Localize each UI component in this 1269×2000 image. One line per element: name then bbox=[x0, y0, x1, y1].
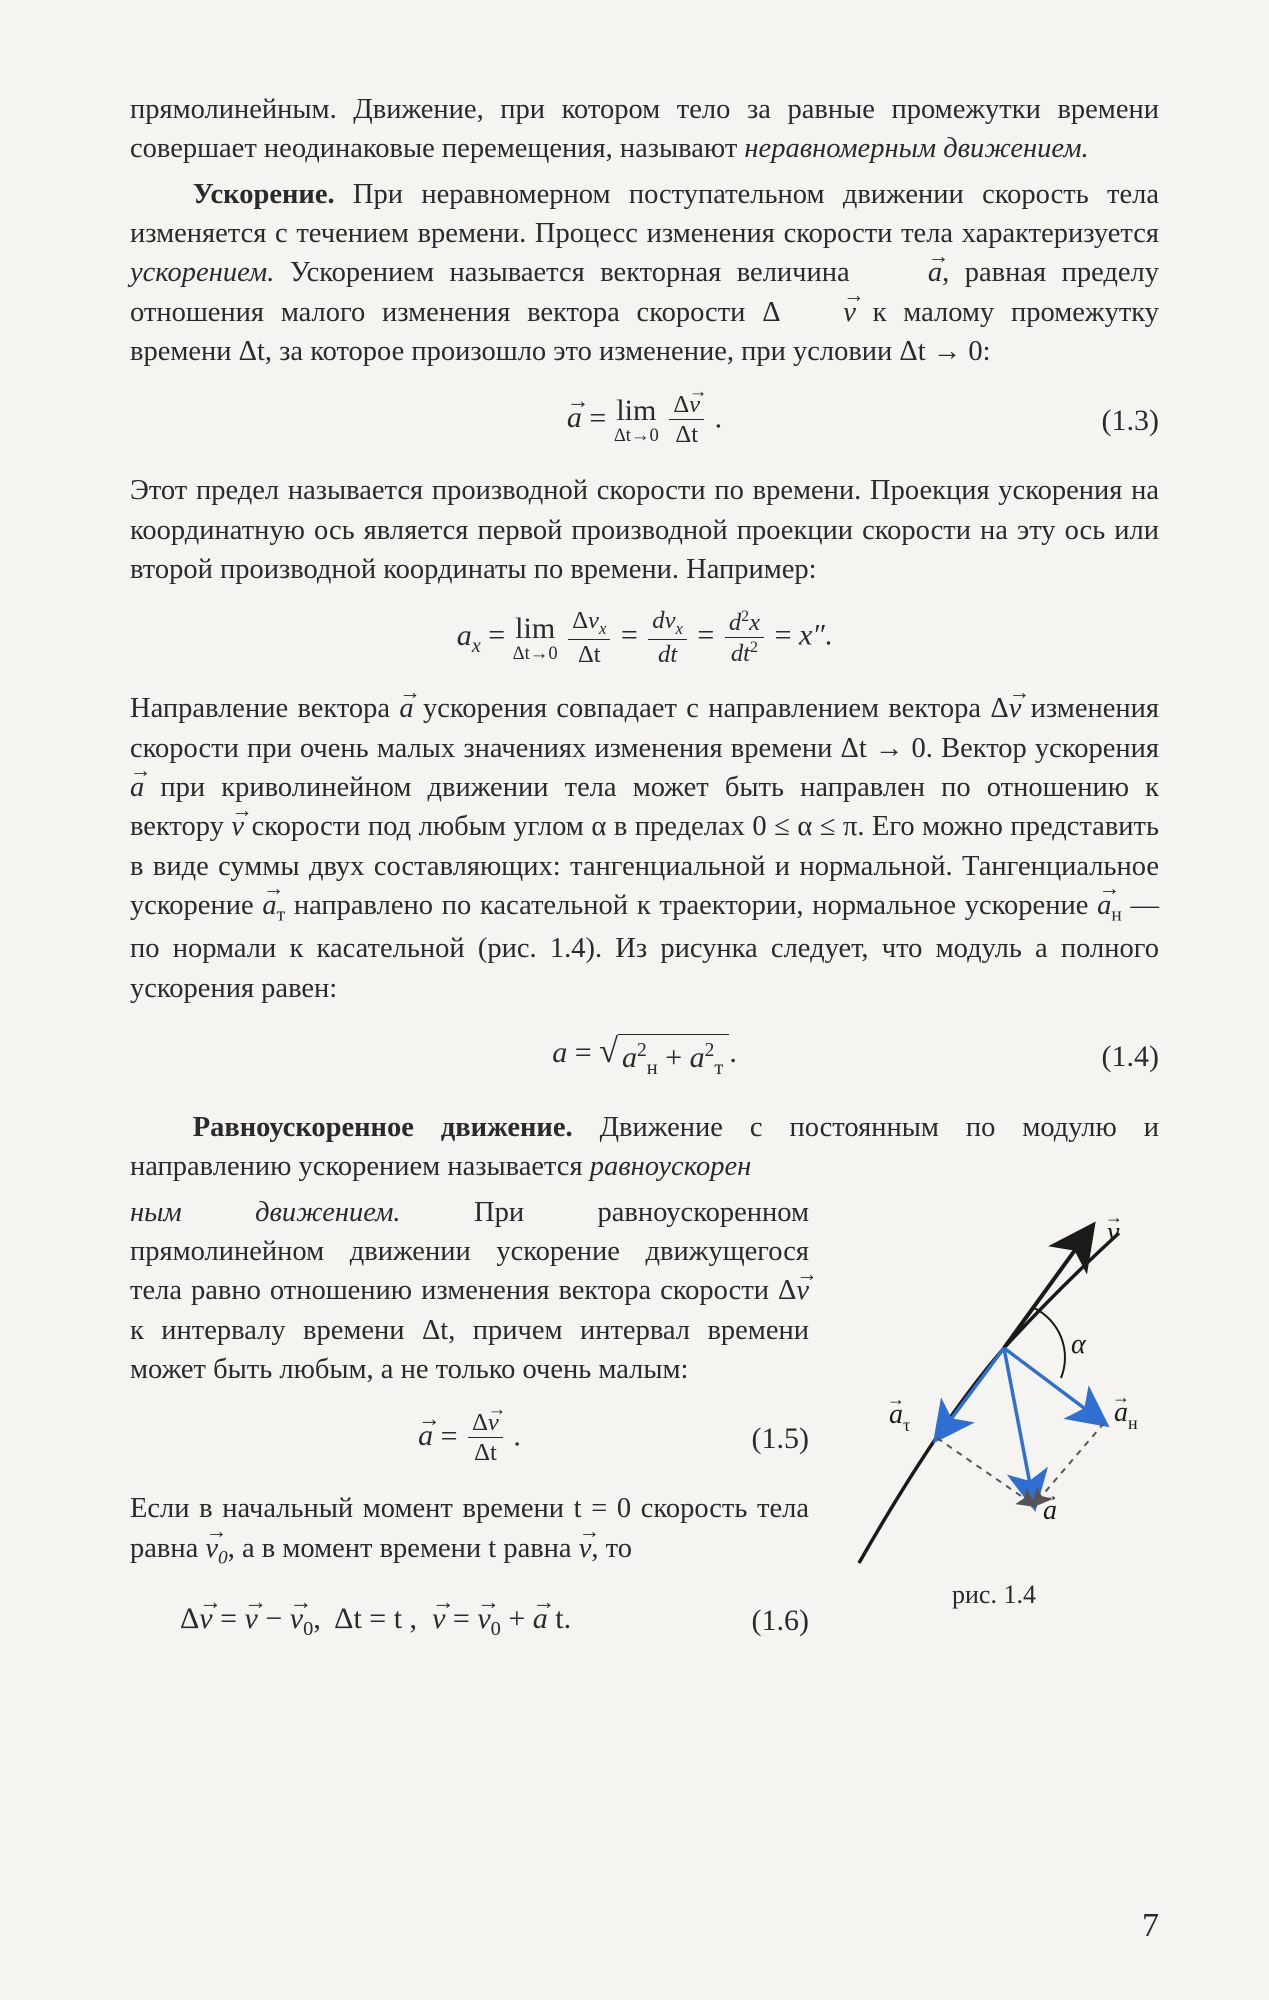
paragraph-6: ным движением. При равноускоренном прямо… bbox=[130, 1193, 809, 1390]
vector-a: a bbox=[399, 689, 413, 728]
vector-v: v bbox=[579, 1529, 592, 1568]
equation-ax: ax = limΔt→0 ΔvxΔt = dvxdt = d2xdt2 = x″… bbox=[130, 603, 1159, 673]
two-column-block: ным движением. При равноускоренном прямо… bbox=[130, 1193, 1159, 1672]
paragraph-2: Ускорение. При неравномерном поступатель… bbox=[130, 175, 1159, 372]
svg-text:н: н bbox=[1128, 1413, 1138, 1433]
text: направлено по касательной к траектории, … bbox=[285, 890, 1097, 921]
equation-1-3: a = limΔt→0 ΔvΔt . (1.3) bbox=[130, 385, 1159, 455]
vector-v: v bbox=[796, 1271, 809, 1310]
vector-v: v bbox=[1009, 689, 1022, 728]
text: Уско­рением называется векторная величин… bbox=[274, 257, 865, 288]
page-number: 7 bbox=[1142, 1903, 1159, 1950]
text: Направление вектора bbox=[130, 693, 399, 724]
svg-text:→: → bbox=[1105, 1207, 1123, 1227]
equation-number: (1.6) bbox=[752, 1600, 809, 1641]
figure-caption: рис. 1.4 bbox=[829, 1577, 1159, 1613]
figure-1-4: v→αaτ→aн→a→ рис. 1.4 bbox=[829, 1193, 1159, 1613]
two-column-left: ным движением. При равноускоренном прямо… bbox=[130, 1193, 809, 1672]
equation-number: (1.5) bbox=[752, 1418, 809, 1459]
text: , а в момент време­ни t равна bbox=[228, 1533, 579, 1564]
equation-1-3-formula: a = limΔt→0 ΔvΔt . bbox=[567, 391, 722, 450]
vector-v: v bbox=[781, 293, 856, 332]
equation-1-5: a = ΔvΔt . (1.5) bbox=[130, 1403, 809, 1473]
term-italic: неравномерным движением. bbox=[744, 133, 1088, 164]
vector-a-tau: aт bbox=[262, 886, 285, 929]
equation-number: (1.4) bbox=[1102, 1036, 1159, 1077]
vector-v0: v0 bbox=[205, 1529, 227, 1572]
paragraph-5: Равноускоренное движение. Движение с пос… bbox=[130, 1108, 1159, 1187]
paragraph-1: прямолинейным. Движение, при котором тел… bbox=[130, 90, 1159, 169]
svg-text:→: → bbox=[1041, 1485, 1059, 1505]
equation-1-4: a = √a2н + a2т. (1.4) bbox=[130, 1022, 1159, 1092]
vector-v: v bbox=[231, 807, 244, 846]
equation-number: (1.3) bbox=[1102, 400, 1159, 441]
equation-1-5-formula: a = ΔvΔt . bbox=[418, 1409, 521, 1468]
text: к интерва­лу времени Δt, причем интервал… bbox=[130, 1315, 809, 1385]
vector-a-n: aн bbox=[1097, 886, 1122, 929]
heading-inline: Ускорение. bbox=[193, 179, 335, 210]
svg-text:→: → bbox=[887, 1389, 905, 1409]
svg-text:τ: τ bbox=[903, 1415, 910, 1435]
text: ускорения совпадает с направлением векто… bbox=[414, 693, 1009, 724]
term-italic: ускорением. bbox=[130, 257, 274, 288]
equation-1-6-formula: Δv = v − v0, Δt = t , v = v0 + a t. bbox=[180, 1598, 571, 1643]
vector-a: a bbox=[130, 768, 144, 807]
figure-1-4-svg: v→αaτ→aн→a→ bbox=[829, 1193, 1159, 1573]
term-italic: равноускорен­ bbox=[590, 1151, 752, 1182]
equation-1-4-formula: a = √a2н + a2т. bbox=[552, 1032, 737, 1082]
svg-text:α: α bbox=[1071, 1329, 1087, 1360]
paragraph-3: Этот предел называется производной скоро… bbox=[130, 471, 1159, 589]
svg-text:→: → bbox=[1112, 1387, 1130, 1407]
paragraph-4: Направление вектора a ускорения совпадае… bbox=[130, 689, 1159, 1008]
paragraph-7: Если в начальный момент времени t = 0 ск… bbox=[130, 1489, 809, 1572]
heading-inline: Равноускоренное движение. bbox=[193, 1112, 573, 1143]
term-italic: ным движением. bbox=[130, 1197, 401, 1228]
equation-ax-formula: ax = limΔt→0 ΔvxΔt = dvxdt = d2xdt2 = x″… bbox=[457, 607, 833, 669]
equation-1-6: Δv = v − v0, Δt = t , v = v0 + a t. (1.6… bbox=[130, 1586, 809, 1656]
vector-a: a bbox=[865, 253, 942, 292]
